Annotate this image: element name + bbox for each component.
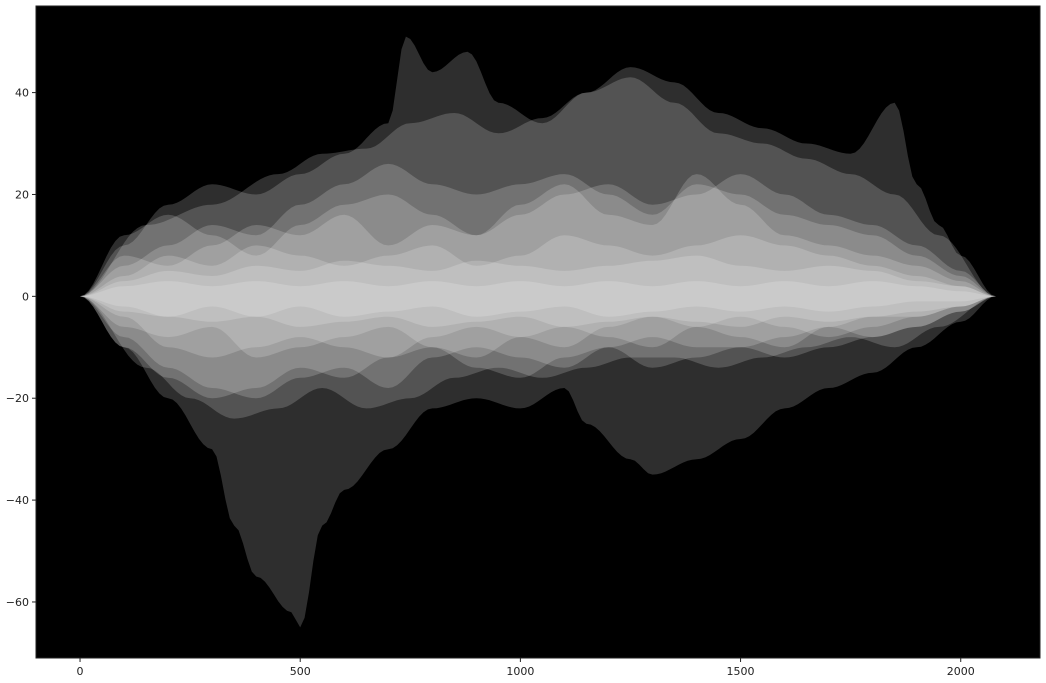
area-band-6 xyxy=(80,255,996,327)
x-tick-label: 2000 xyxy=(947,665,975,678)
area-bands xyxy=(80,36,996,628)
area-band-4 xyxy=(80,174,996,358)
y-tick-label: 0 xyxy=(22,290,29,303)
area-band-5 xyxy=(80,235,996,358)
y-tick-label: 20 xyxy=(15,188,29,201)
x-tick-label: 1000 xyxy=(506,665,534,678)
y-tick-label: −20 xyxy=(6,392,29,405)
area-band-3 xyxy=(80,163,996,399)
y-axis: −60 −40 −20 0 20 40 xyxy=(6,87,36,609)
area-band-7 xyxy=(80,174,996,317)
x-tick-label: 500 xyxy=(290,665,311,678)
y-tick-label: −40 xyxy=(6,494,29,507)
y-tick-label: 40 xyxy=(15,87,29,100)
x-tick-label: 1500 xyxy=(727,665,755,678)
area-band-1 xyxy=(80,36,996,628)
area-band-2 xyxy=(80,77,996,419)
plot-frame xyxy=(35,5,1041,659)
x-axis: 0 500 1000 1500 2000 xyxy=(77,658,975,678)
x-tick-label: 0 xyxy=(77,665,84,678)
area-band-8 xyxy=(80,281,996,399)
y-tick-label: −60 xyxy=(6,596,29,609)
plot-background xyxy=(36,6,1040,658)
